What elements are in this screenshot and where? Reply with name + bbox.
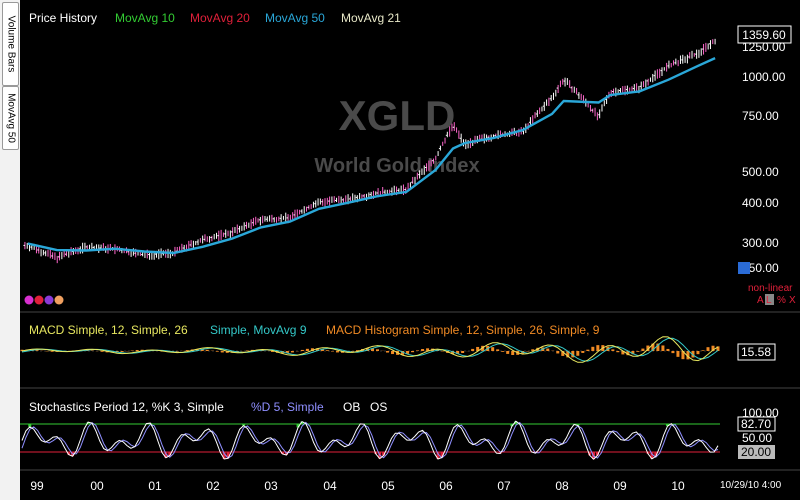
macd-line (21, 336, 719, 363)
price-tick-500: 500.00 (742, 165, 779, 179)
legend-macd-histogram: MACD Histogram Simple, 12, Simple, 26, S… (326, 323, 600, 337)
x-label-03: 03 (264, 479, 278, 493)
legend-movavg-21: MovAvg 21 (341, 11, 401, 25)
watermark-name: World Gold Index (314, 155, 479, 177)
stoch-k-box (737, 416, 776, 432)
stoch-d-line (21, 421, 719, 459)
x-date-stamp: 10/29/10 4:00 (720, 480, 782, 491)
watermark-symbol: XGLD (339, 92, 456, 139)
price-tick-1000: 1000.00 (742, 70, 786, 84)
x-axis: 99 00 01 02 03 04 05 06 07 08 09 10 10/2… (30, 479, 781, 493)
color-dot-orange[interactable] (54, 295, 64, 305)
macd-signal-line (21, 337, 719, 362)
x-label-06: 06 (439, 479, 453, 493)
scale-button-x[interactable]: X (789, 295, 796, 306)
scale-buttons: A L % X (757, 294, 796, 306)
movavg-50-line (27, 57, 716, 255)
macd-series-group (20, 336, 720, 363)
legend-macd-signal: Simple, MovAvg 9 (210, 323, 307, 337)
stoch-d-value: 20.00 (741, 445, 771, 459)
color-dot-purple[interactable] (44, 295, 54, 305)
legend-movavg-20: MovAvg 20 (190, 11, 250, 25)
price-last-value: 1359.60 (742, 28, 786, 42)
x-label-04: 04 (323, 479, 337, 493)
legend-movavg-10: MovAvg 10 (115, 11, 175, 25)
price-tick-300: 300.00 (742, 236, 779, 250)
stoch-d-box (738, 445, 775, 459)
macd-value: 15.58 (741, 345, 771, 359)
scale-mode-label: non-linear (748, 283, 793, 294)
price-y-axis: 1250.00 1000.00 750.00 500.00 400.00 300… (742, 40, 786, 275)
movavg-50-tab[interactable]: MovAvg 50 (2, 86, 19, 150)
macd-legend: MACD Simple, 12, Simple, 26 Simple, MovA… (29, 323, 600, 337)
price-current-marker (738, 262, 750, 274)
x-label-07: 07 (497, 479, 511, 493)
x-label-08: 08 (555, 479, 569, 493)
price-series-group (23, 38, 716, 264)
color-dot-magenta[interactable] (24, 295, 34, 305)
price-tick-400: 400.00 (742, 196, 779, 210)
macd-value-box (737, 343, 776, 361)
price-last-value-box (737, 25, 792, 44)
stoch-legend: Stochastics Period 12, %K 3, Simple %D 5… (29, 400, 387, 414)
scale-button-l-bg (765, 294, 774, 305)
volume-bars-tab[interactable]: Volume Bars (2, 2, 19, 86)
scale-button-l[interactable]: L (766, 295, 772, 306)
x-label-01: 01 (148, 479, 162, 493)
scale-button-a[interactable]: A (757, 295, 764, 306)
stoch-tick-50: 50.00 (742, 431, 772, 445)
x-label-99: 99 (30, 479, 44, 493)
price-tick-750: 750.00 (742, 109, 779, 123)
legend-os: OS (370, 400, 387, 414)
stoch-series-group (21, 420, 719, 460)
stoch-k-line (21, 420, 719, 460)
price-tick-250: 250.00 (742, 261, 779, 275)
side-tab-strip: Volume Bars MovAvg 50 (0, 0, 20, 500)
scale-button-pct[interactable]: % (777, 295, 786, 306)
legend-macd: MACD Simple, 12, Simple, 26 (29, 323, 188, 337)
legend-stoch-d: %D 5, Simple (251, 400, 324, 414)
stoch-k-value: 82.70 (741, 417, 771, 431)
price-legend: Price History MovAvg 10 MovAvg 20 MovAvg… (29, 11, 401, 25)
x-label-05: 05 (381, 479, 395, 493)
x-label-09: 09 (613, 479, 627, 493)
legend-price-history: Price History (29, 11, 97, 25)
color-dot-red[interactable] (34, 295, 44, 305)
x-label-00: 00 (90, 479, 104, 493)
legend-movavg-50: MovAvg 50 (265, 11, 325, 25)
x-label-10: 10 (671, 479, 685, 493)
x-label-02: 02 (206, 479, 220, 493)
legend-ob: OB (343, 400, 360, 414)
legend-stochastics: Stochastics Period 12, %K 3, Simple (29, 400, 224, 414)
